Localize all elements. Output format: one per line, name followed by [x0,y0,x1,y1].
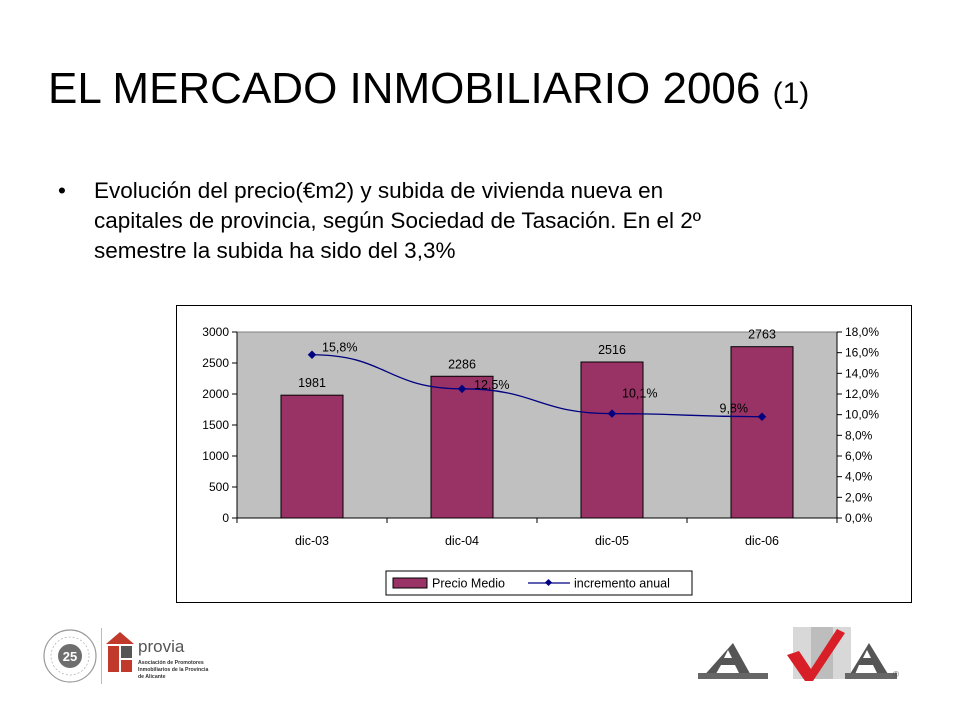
svg-text:®: ® [893,670,899,679]
provia-logo: 25 provia Asociación de Promotores Inmob… [43,628,208,684]
bar-value-label: 2763 [748,328,776,342]
provia-name: provia [138,637,185,656]
line-point [457,384,467,394]
right-tick-label: 0,0% [845,511,873,525]
bar [730,346,794,519]
bar [280,394,344,519]
left-tick-label: 0 [222,511,229,525]
slide-title: EL MERCADO INMOBILIARIO 2006 (1) [48,64,809,114]
right-tick-label: 2,0% [845,490,873,504]
right-tick-label: 12,0% [845,387,879,401]
bullet-line-1: Evolución del precio(€m2) y subida de vi… [94,178,664,203]
x-tick-label: dic-05 [595,534,629,548]
left-tick-label: 1000 [202,449,229,463]
x-tick-label: dic-06 [745,534,779,548]
x-tick-label: dic-04 [445,534,479,548]
left-tick-label: 1500 [202,418,229,432]
bar-value-label: 2516 [598,343,626,357]
bullet-line-3: semestre la subida ha sido del 3,3% [94,238,456,263]
line-value-label: 12,5% [474,378,509,392]
right-tick-label: 4,0% [845,470,873,484]
right-tick-label: 18,0% [845,325,879,339]
line-value-label: 15,8% [322,341,357,355]
bullet-marker: • [58,178,66,203]
legend-marker-incremento [544,578,553,587]
anniversary-seal-icon: 25 [43,629,97,683]
left-tick-label: 3000 [202,325,229,339]
bullet-paragraph: • Evolución del precio(€m2) y subida de … [58,176,878,266]
left-tick-label: 2000 [202,387,229,401]
right-tick-label: 8,0% [845,428,873,442]
chart-frame: 0 500 1000 1500 2000 2500 3000 0,0% 2,0% 4,0% 6,0%… [176,305,912,603]
legend-label-incremento: incremento anual [574,577,670,591]
left-tick-label: 2500 [202,356,229,370]
left-tick-label: 500 [209,480,229,494]
provia-text-3: de Alicante [138,674,166,680]
right-tick-label: 14,0% [845,366,879,380]
provia-text-1: Asociación de Promotores [138,660,204,666]
combo-chart: 0 500 1000 1500 2000 2500 3000 0,0% 2,0% 4,0% 6,0%… [202,325,879,596]
line-point [307,350,317,359]
bar [430,375,494,519]
bar-value-label: 1981 [298,376,326,390]
line-point [607,409,617,418]
provia-house-icon [106,632,134,672]
x-tick-label: dic-03 [295,534,329,548]
ava-logo: ® [698,627,899,681]
right-tick-label: 6,0% [845,449,873,463]
seal-number: 25 [63,649,77,664]
legend-swatch-precio [392,577,428,589]
bar-value-label: 2286 [448,357,476,371]
legend-label-precio: Precio Medio [432,577,505,591]
provia-text-2: Inmobiliarios de la Provincia [138,667,208,673]
title-sub: (1) [772,77,810,110]
title-main: EL MERCADO INMOBILIARIO 2006 [48,64,761,113]
legend-box [385,570,693,596]
line-value-label: 10,1% [622,387,657,401]
line-series-incremento [311,354,763,418]
line-value-label: 9,8% [720,402,749,416]
bar [580,361,644,519]
bullet-line-2: capitales de provincia, según Sociedad d… [94,208,701,233]
right-tick-label: 16,0% [845,346,879,360]
right-tick-label: 10,0% [845,408,879,422]
